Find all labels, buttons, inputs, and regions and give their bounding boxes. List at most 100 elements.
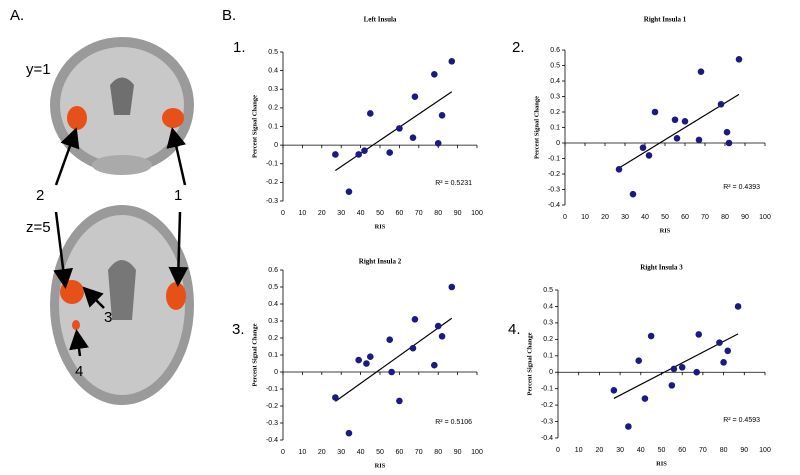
y-tick-label: -0.3 xyxy=(548,186,560,193)
point xyxy=(448,283,456,291)
x-tick-label: 80 xyxy=(721,214,729,221)
point xyxy=(448,58,456,65)
x-tick-label: 10 xyxy=(581,214,589,221)
point xyxy=(629,190,637,198)
x-tick-label: 100 xyxy=(759,447,771,454)
y-tick-label: 0.4 xyxy=(543,303,553,310)
point xyxy=(723,128,731,136)
x-tick-label: 20 xyxy=(601,214,609,221)
y-tick-label: 0.6 xyxy=(268,267,278,274)
x-tick-label: 40 xyxy=(637,447,645,454)
x-tick-label: 50 xyxy=(661,214,669,221)
x-tick-label: 50 xyxy=(376,449,384,456)
activation xyxy=(162,108,184,128)
y-tick-label: 0.6 xyxy=(550,47,560,54)
point xyxy=(734,303,742,310)
chart-title: Right Insula 3 xyxy=(640,264,683,272)
point xyxy=(409,134,417,141)
annotation: 1 xyxy=(174,187,182,204)
activation xyxy=(67,106,87,130)
arrow xyxy=(54,127,80,186)
x-tick-label: 40 xyxy=(641,214,649,221)
x-tick-label: 100 xyxy=(759,214,771,221)
x-tick-label: 30 xyxy=(616,447,624,454)
point xyxy=(361,147,368,155)
y-tick-label: -0.2 xyxy=(266,179,278,186)
x-tick-label: 0 xyxy=(281,210,285,217)
y-tick-label: 0 xyxy=(556,140,560,147)
annotation: 3 xyxy=(104,309,112,326)
point xyxy=(345,188,353,195)
point xyxy=(409,344,417,352)
point xyxy=(693,368,700,376)
x-tick-label: 20 xyxy=(318,449,326,456)
y-tick-label: 0.2 xyxy=(550,109,560,116)
point xyxy=(639,144,647,151)
point xyxy=(367,110,374,117)
y-tick-label: 0.4 xyxy=(268,67,278,74)
annotation: y=1 xyxy=(26,61,51,78)
point xyxy=(720,359,727,366)
point xyxy=(673,135,681,142)
y-tick-label: 0 xyxy=(549,369,553,376)
y-tick-label: 0.3 xyxy=(268,86,278,93)
point xyxy=(678,363,686,371)
arrow xyxy=(69,329,89,357)
point xyxy=(670,365,678,373)
annotation: R² = 0.5106 xyxy=(435,419,472,426)
brainstem xyxy=(92,155,152,175)
y-tick-label: 0.1 xyxy=(268,123,278,130)
y-axis-label: Percent Signal Change xyxy=(251,323,258,386)
point xyxy=(615,166,623,173)
x-tick-label: 100 xyxy=(471,449,483,456)
chart-title: Right Insula 2 xyxy=(359,258,402,266)
activation xyxy=(60,280,84,304)
y-tick-label: 0.4 xyxy=(550,78,560,85)
arrow xyxy=(53,211,74,289)
x-tick-label: 10 xyxy=(299,210,307,217)
y-tick-label: -0.2 xyxy=(541,402,553,409)
point xyxy=(651,108,659,116)
x-tick-label: 80 xyxy=(720,447,728,454)
point xyxy=(681,118,689,125)
point xyxy=(438,112,446,119)
x-tick-label: 0 xyxy=(563,214,567,221)
y-tick-label: -0.1 xyxy=(541,386,553,393)
y-tick-label: 0.5 xyxy=(268,49,278,56)
annotation: R² = 0.4393 xyxy=(723,184,760,191)
arrow xyxy=(166,127,187,186)
point xyxy=(355,151,362,158)
chart-title: Left Insula xyxy=(364,16,397,24)
y-tick-label: 0 xyxy=(274,369,278,376)
x-tick-label: 90 xyxy=(740,447,748,454)
y-axis-label: Percent Signal Change xyxy=(526,332,533,395)
y-axis-label: Percent Signal Change xyxy=(251,95,258,158)
x-tick-label: 60 xyxy=(678,447,686,454)
y-tick-label: -0.4 xyxy=(266,437,278,444)
x-tick-label: 80 xyxy=(434,210,442,217)
point xyxy=(645,152,653,159)
x-tick-label: 60 xyxy=(396,449,404,456)
arrow xyxy=(168,211,189,287)
point xyxy=(332,151,339,158)
x-tick-label: 90 xyxy=(454,210,462,217)
point xyxy=(434,139,442,147)
arrow xyxy=(82,286,105,309)
y-tick-label: 0.1 xyxy=(268,352,278,359)
point xyxy=(386,336,394,344)
point xyxy=(367,353,374,361)
point xyxy=(635,357,643,365)
y-tick-label: -0.4 xyxy=(541,435,553,442)
y-axis-label: Percent Signal Change xyxy=(533,96,540,159)
y-tick-label: 0.4 xyxy=(268,301,278,308)
point xyxy=(695,136,703,144)
trendline xyxy=(335,91,453,171)
activation xyxy=(72,320,80,330)
y-tick-label: 0 xyxy=(274,142,278,149)
x-tick-label: 90 xyxy=(454,449,462,456)
x-axis-label: RIS xyxy=(660,227,671,234)
y-tick-label: 0.2 xyxy=(268,335,278,342)
y-tick-label: -0.3 xyxy=(266,420,278,427)
panel-label: A. xyxy=(10,7,24,24)
